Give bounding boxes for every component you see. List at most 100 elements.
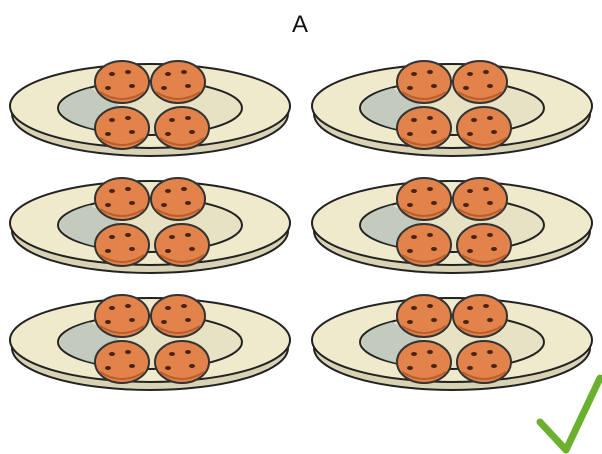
chocolate-chip [483, 304, 489, 308]
chocolate-chip [181, 70, 187, 74]
chocolate-chip [129, 130, 135, 134]
chocolate-chip [161, 86, 167, 90]
chocolate-chip [427, 350, 433, 354]
chocolate-chip [129, 247, 135, 251]
chocolate-chip [463, 320, 469, 324]
cookie [155, 341, 209, 383]
chocolate-chip [467, 366, 473, 370]
chocolate-chip [169, 235, 175, 239]
chocolate-chip [407, 320, 413, 324]
chocolate-chip [165, 249, 171, 253]
chocolate-chip [407, 86, 413, 90]
chocolate-chip [129, 201, 135, 205]
chocolate-chip [109, 189, 115, 193]
chocolate-chip [185, 84, 191, 88]
chocolate-chip [411, 72, 417, 76]
chocolate-chip [185, 350, 191, 354]
chocolate-chip [125, 116, 131, 120]
chocolate-chip [165, 306, 171, 310]
chocolate-chip [125, 304, 131, 308]
chocolate-chip [189, 130, 195, 134]
chocolate-chip [181, 187, 187, 191]
chocolate-chip [189, 247, 195, 251]
chocolate-chip [129, 364, 135, 368]
chocolate-chip [109, 235, 115, 239]
chocolate-chip [487, 201, 493, 205]
chocolate-chip [109, 72, 115, 76]
cookie [457, 341, 511, 383]
cookie [397, 107, 451, 149]
title-label: A [292, 11, 308, 38]
chocolate-chip [125, 350, 131, 354]
cookie [453, 295, 507, 337]
cookie [95, 295, 149, 337]
cookie [397, 178, 451, 220]
cookie [95, 341, 149, 383]
cookie [95, 224, 149, 266]
plate-group [10, 61, 290, 156]
chocolate-chip [129, 318, 135, 322]
chocolate-chip [109, 306, 115, 310]
plate-group [312, 178, 592, 273]
cookie [457, 224, 511, 266]
cookie [397, 61, 451, 103]
cookie [453, 61, 507, 103]
cookie [151, 178, 205, 220]
chocolate-chip [165, 366, 171, 370]
illustration: A [0, 0, 602, 454]
chocolate-chip [407, 249, 413, 253]
chocolate-chip [165, 72, 171, 76]
chocolate-chip [487, 84, 493, 88]
chocolate-chip [491, 130, 497, 134]
cookie [95, 61, 149, 103]
chocolate-chip [427, 233, 433, 237]
chocolate-chip [185, 201, 191, 205]
chocolate-chip [427, 70, 433, 74]
chocolate-chip [165, 132, 171, 136]
chocolate-chip [467, 189, 473, 193]
chocolate-chip [467, 132, 473, 136]
chocolate-chip [105, 320, 111, 324]
cookie [151, 61, 205, 103]
chocolate-chip [185, 318, 191, 322]
chocolate-chip [431, 130, 437, 134]
chocolate-chip [411, 235, 417, 239]
chocolate-chip [487, 350, 493, 354]
chocolate-chip [431, 318, 437, 322]
cookie [155, 224, 209, 266]
chocolate-chip [491, 364, 497, 368]
chocolate-chip [431, 201, 437, 205]
chocolate-chip [105, 366, 111, 370]
chocolate-chip [189, 364, 195, 368]
chocolate-chip [125, 187, 131, 191]
cookie [155, 107, 209, 149]
plate-group [10, 178, 290, 273]
chocolate-chip [463, 203, 469, 207]
chocolate-chip [471, 118, 477, 122]
chocolate-chip [467, 72, 473, 76]
chocolate-chip [431, 364, 437, 368]
chocolate-chip [463, 86, 469, 90]
chocolate-chip [427, 187, 433, 191]
cookie [397, 295, 451, 337]
chocolate-chip [185, 116, 191, 120]
plate-group [312, 61, 592, 156]
chocolate-chip [487, 116, 493, 120]
cookie [457, 107, 511, 149]
cookie [151, 295, 205, 337]
chocolate-chip [471, 235, 477, 239]
cookie [95, 107, 149, 149]
chocolate-chip [165, 189, 171, 193]
cookie [95, 178, 149, 220]
chocolate-chip [411, 118, 417, 122]
chocolate-chip [181, 304, 187, 308]
chocolate-chip [407, 203, 413, 207]
chocolate-chip [467, 306, 473, 310]
chocolate-chip [105, 249, 111, 253]
chocolate-chip [105, 86, 111, 90]
chocolate-chip [125, 233, 131, 237]
chocolate-chip [161, 203, 167, 207]
chocolate-chip [411, 189, 417, 193]
chocolate-chip [483, 70, 489, 74]
chocolate-chip [109, 118, 115, 122]
